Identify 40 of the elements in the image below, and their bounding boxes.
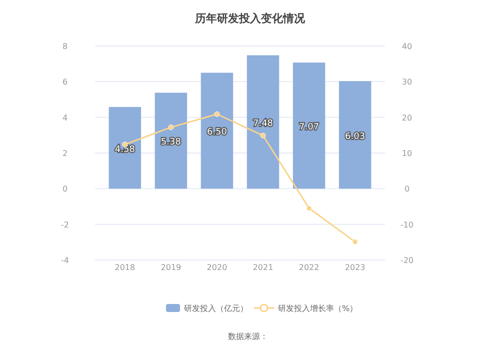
y-tick-label: -4 [61,256,69,265]
data-label: 6.03 [345,132,366,142]
bar [108,106,142,189]
source-note: 数据来源： [228,332,268,341]
point [214,111,220,117]
point [352,239,358,245]
y2-tick-label: -20 [400,256,414,265]
bar [246,55,280,189]
data-label: 7.07 [299,122,320,133]
x-tick-label: 2021 [252,263,274,272]
y-tick-label: 6 [62,78,68,87]
x-tick-label: 2023 [344,263,366,272]
y2-tick-label: -10 [400,220,414,230]
bar [200,72,234,189]
y2-tick-label: 0 [404,184,410,194]
y-tick-label: 8 [62,42,68,51]
x-tick-label: 2020 [206,263,228,272]
point [260,132,266,138]
point [306,206,312,212]
y-tick-label: -2 [61,220,69,230]
point [168,124,174,130]
bar [292,62,326,189]
legend-label: 研发投入（亿元） [184,304,248,313]
data-label: 6.50 [206,128,228,138]
x-tick-label: 2018 [114,263,136,272]
y-tick-label: 0 [62,184,68,194]
x-tick-label: 2022 [298,263,320,272]
y2-tick-label: 10 [402,149,412,158]
chart-title: 历年研发投入变化情况 [194,12,306,25]
y2-tick-label: 30 [402,78,412,87]
y-tick-label: 2 [62,149,68,158]
data-label: 5.38 [160,138,182,148]
y2-tick-label: 20 [402,113,412,122]
x-tick-label: 2019 [160,263,182,272]
bar [154,92,188,189]
bar [338,81,372,189]
y-tick-label: 4 [62,113,68,122]
legend-label: 研发投入增长率（%） [278,304,358,313]
y2-tick-label: 40 [402,42,412,51]
data-label: 7.48 [252,118,274,129]
